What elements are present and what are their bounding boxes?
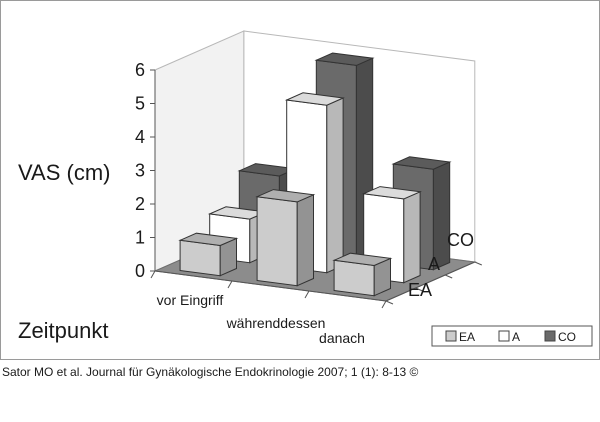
bar-front-face	[256, 196, 298, 287]
legend-label-a: A	[512, 330, 520, 344]
y-tick-label: 1	[135, 228, 145, 248]
y-tick-label: 5	[135, 94, 145, 114]
bar-ea-0	[178, 232, 239, 277]
bar-front-face	[179, 239, 221, 277]
depth-tick-mark	[445, 274, 453, 279]
y-tick-label: 2	[135, 194, 145, 214]
bar-top-face	[361, 186, 422, 200]
y-tick-label: 6	[135, 60, 145, 80]
chart-axes	[150, 69, 482, 309]
legend: EA A CO	[431, 325, 593, 347]
bar-front-face	[333, 259, 375, 297]
bar-top-face	[391, 156, 452, 170]
bar-top-face	[284, 92, 345, 106]
y-tick-label: 0	[135, 261, 145, 281]
bar-top-face	[178, 232, 239, 247]
x-tick-label: währenddessen	[226, 315, 326, 331]
bar-side-face	[326, 97, 344, 274]
bar-ea-1	[255, 189, 316, 287]
depth-tick-label: CO	[447, 230, 474, 250]
legend-swatch-ea	[445, 330, 457, 342]
bar-side-face	[403, 191, 421, 284]
y-axis-label: VAS (cm)	[18, 160, 110, 185]
bar-top-face	[255, 189, 316, 203]
bar-top-face	[314, 52, 375, 66]
legend-swatch-co	[544, 330, 556, 342]
bar-top-face	[332, 252, 393, 267]
chart-bars	[178, 52, 452, 297]
depth-tick-label: A	[428, 254, 440, 274]
depth-axis-line	[385, 261, 476, 302]
legend-label-ea: EA	[459, 330, 475, 344]
x-tick-mark	[150, 270, 156, 279]
y-tick-label: 3	[135, 161, 145, 181]
source-caption: Sator MO et al. Journal für Gynäkologisc…	[2, 365, 419, 379]
depth-tick-mark	[385, 300, 394, 305]
x-tick-label: vor Eingriff	[157, 292, 224, 308]
legend-swatch-a	[498, 330, 510, 342]
bar-side-face	[296, 194, 314, 287]
depth-tick-label: EA	[408, 280, 432, 300]
x-tick-mark	[381, 300, 387, 309]
bar-ea-2	[332, 252, 393, 297]
y-tick-label: 4	[135, 127, 145, 147]
x-tick-mark	[304, 290, 310, 299]
x-axis-line	[154, 270, 387, 302]
legend-label-co: CO	[558, 330, 576, 344]
x-tick-mark	[227, 280, 233, 289]
depth-tick-mark	[474, 261, 482, 266]
depth-tick-mark	[415, 287, 423, 292]
x-tick-label: danach	[319, 330, 365, 346]
x-axis-label: Zeitpunkt	[18, 318, 109, 343]
